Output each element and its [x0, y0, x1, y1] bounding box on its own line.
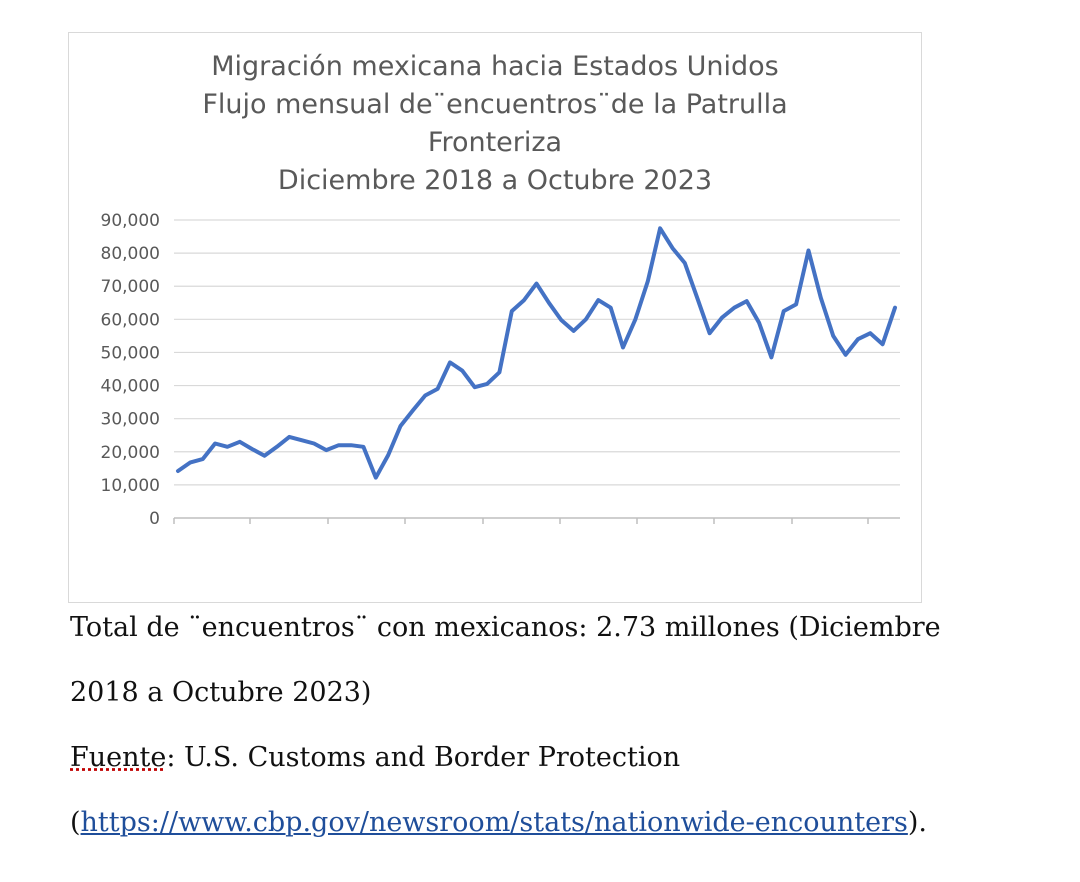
url-paren-open: ( — [70, 807, 81, 838]
y-tick-label: 60,000 — [101, 310, 160, 330]
chart-frame — [68, 32, 922, 603]
chart-title-line-4: Diciembre 2018 a Octubre 2023 — [277, 165, 713, 196]
source-label: Fuente — [70, 742, 167, 773]
chart-title-line-1: Migración mexicana hacia Estados Unidos — [211, 51, 779, 82]
y-tick-label: 40,000 — [101, 377, 160, 397]
y-tick-label: 50,000 — [101, 343, 160, 363]
source-url-link[interactable]: https://www.cbp.gov/newsroom/stats/natio… — [80, 807, 908, 838]
chart-title-line-3: Fronteriza — [427, 127, 563, 158]
chart-title: Migración mexicana hacia Estados Unidos … — [68, 48, 922, 200]
chart-title-line-2: Flujo mensual de¨encuentros¨de la Patrul… — [202, 89, 788, 120]
y-tick-label: 30,000 — [101, 410, 160, 430]
series-line — [176, 226, 897, 480]
y-tick-label: 90,000 — [101, 211, 160, 231]
y-tick-label: 20,000 — [101, 443, 160, 463]
total-caption-line-1: Total de ¨encuentros¨ con mexicanos: 2.7… — [70, 612, 941, 643]
source-line: Fuente: U.S. Customs and Border Protecti… — [70, 742, 1070, 773]
url-paren-close: ). — [907, 807, 927, 838]
total-caption-line-2: 2018 a Octubre 2023) — [70, 677, 372, 708]
y-tick-label: 80,000 — [101, 244, 160, 264]
source-text: : U.S. Customs and Border Protection — [166, 742, 681, 773]
gridlines — [174, 219, 900, 486]
y-tick-label: 10,000 — [101, 476, 160, 496]
series-layer — [176, 226, 897, 480]
source-url-line: (https://www.cbp.gov/newsroom/stats/nati… — [70, 807, 1070, 838]
y-tick-label: 70,000 — [101, 277, 160, 297]
y-axis-tick-labels: 0 10,000 20,000 30,000 40,000 50,000 60,000 70,… — [101, 211, 160, 529]
x-axis — [173, 517, 900, 524]
y-tick-label: 0 — [149, 509, 160, 529]
